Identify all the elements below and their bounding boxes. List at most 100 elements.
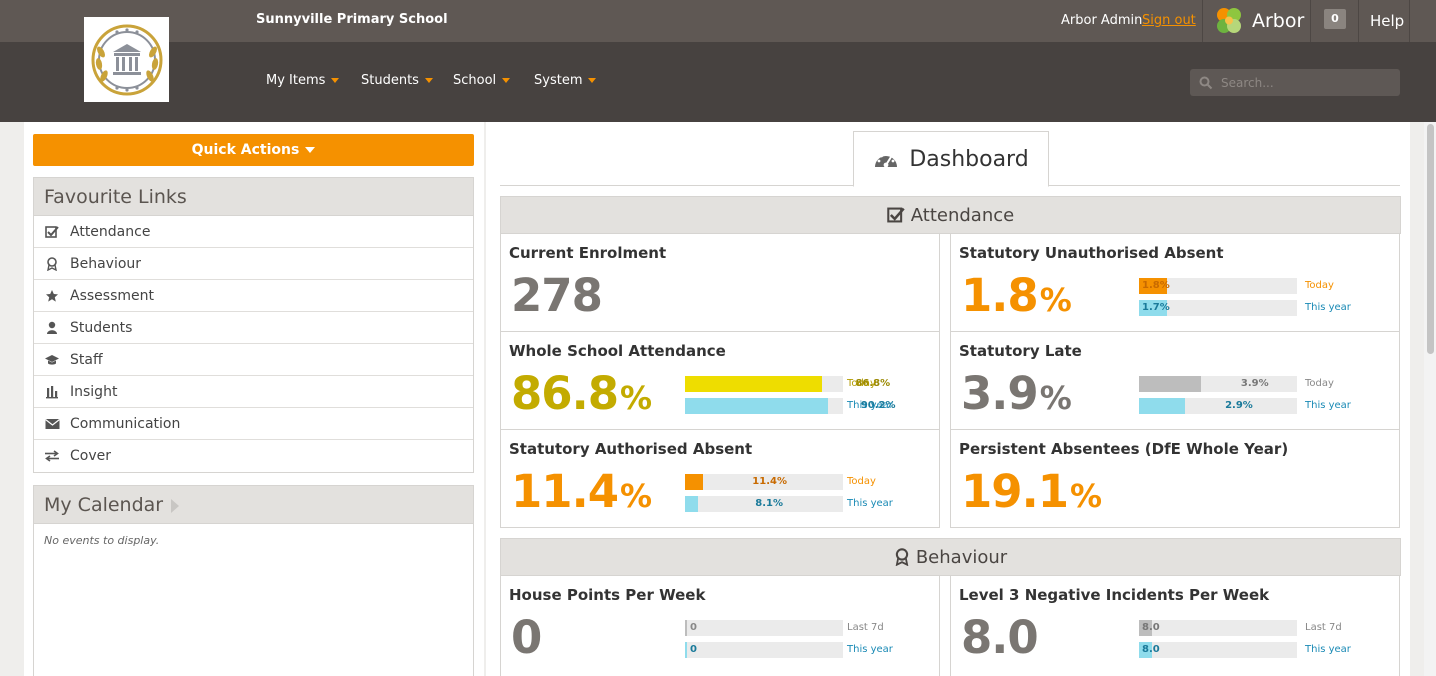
behaviour-section-header: Behaviour xyxy=(500,538,1401,576)
my-calendar-title: My Calendar xyxy=(44,493,164,516)
favourite-link-students[interactable]: Students xyxy=(34,312,473,344)
favourite-links-title: Favourite Links xyxy=(34,178,473,216)
card-house-points[interactable]: House Points Per Week 0 0 Last 7d 0 This… xyxy=(500,575,940,676)
my-calendar-header[interactable]: My Calendar xyxy=(34,486,473,524)
nav-students[interactable]: Students xyxy=(361,73,433,88)
card-value: 19.1% xyxy=(961,464,1102,524)
notification-badge[interactable]: 0 xyxy=(1324,9,1346,29)
arbor-brand-name: Arbor xyxy=(1252,10,1305,32)
quick-actions-button[interactable]: Quick Actions xyxy=(33,134,474,166)
check-square-icon xyxy=(887,207,905,223)
exchange-icon xyxy=(44,450,60,462)
bar-track xyxy=(685,474,843,490)
search-input[interactable] xyxy=(1221,75,1391,90)
card-current-enrolment[interactable]: Current Enrolment 278 xyxy=(500,233,940,332)
value-number: 19.1 xyxy=(961,465,1069,518)
comparison-bars: 8.0 Last 7d 8.0 This year xyxy=(1139,620,1369,664)
user-name: Arbor Admin xyxy=(1061,13,1143,28)
bar-track xyxy=(1139,300,1297,316)
top-bar xyxy=(0,0,1436,42)
calendar-empty-message: No events to display. xyxy=(44,534,160,547)
card-title: Level 3 Negative Incidents Per Week xyxy=(959,586,1270,604)
bar-fill xyxy=(1139,398,1185,414)
nav-label: System xyxy=(534,73,583,88)
value-number: 278 xyxy=(511,269,603,322)
bar-label: This year xyxy=(847,498,893,509)
bar-fill xyxy=(1139,278,1168,294)
favourite-link-label: Communication xyxy=(70,415,181,432)
bar-track xyxy=(685,642,843,658)
dashboard-gauge-icon xyxy=(875,152,898,168)
card-level-3-negative-incidents[interactable]: Level 3 Negative Incidents Per Week 8.0 … xyxy=(950,575,1400,676)
bar-label: Last 7d xyxy=(847,622,884,633)
bar-fill xyxy=(1139,376,1201,392)
favourite-link-insight[interactable]: Insight xyxy=(34,376,473,408)
chevron-down-icon xyxy=(502,78,511,83)
divider xyxy=(1358,0,1359,42)
bar-this-year: 8.0 This year xyxy=(1139,642,1369,658)
card-title: Whole School Attendance xyxy=(509,342,726,360)
card-statutory-unauthorised-absent[interactable]: Statutory Unauthorised Absent 1.8% 1.8% … xyxy=(950,233,1400,332)
bar-fill xyxy=(685,474,703,490)
school-logo[interactable] xyxy=(84,17,169,102)
bar-fill xyxy=(1139,620,1152,636)
card-value: 278 xyxy=(511,268,603,324)
card-statutory-authorised-absent[interactable]: Statutory Authorised Absent 11.4% 11.4% … xyxy=(500,429,940,528)
divider xyxy=(1310,0,1311,42)
bar-this-year: 90.2% This year xyxy=(685,398,915,414)
card-statutory-late[interactable]: Statutory Late 3.9% 3.9% Today 2.9% This… xyxy=(950,331,1400,430)
value-unit: % xyxy=(620,477,652,515)
chevron-down-icon xyxy=(424,78,433,83)
value-number: 8.0 xyxy=(961,611,1039,664)
card-persistent-absentees[interactable]: Persistent Absentees (DfE Whole Year) 19… xyxy=(950,429,1400,528)
favourite-link-attendance[interactable]: Attendance xyxy=(34,216,473,248)
bar-this-year: 2.9% This year xyxy=(1139,398,1369,414)
bar-fill xyxy=(1139,300,1167,316)
value-number: 11.4 xyxy=(511,465,619,518)
bar-label: Today xyxy=(847,476,876,487)
card-whole-school-attendance[interactable]: Whole School Attendance 86.8% 86.8% Toda… xyxy=(500,331,940,430)
bar-today: 11.4% Today xyxy=(685,474,915,490)
nav-school[interactable]: School xyxy=(453,73,511,88)
help-link[interactable]: Help xyxy=(1370,12,1405,30)
favourite-links-panel: Favourite Links Attendance Behaviour Ass… xyxy=(33,177,474,473)
favourite-link-label: Behaviour xyxy=(70,255,142,272)
sign-out-link[interactable]: Sign out xyxy=(1142,13,1196,28)
bar-last-7d: 8.0 Last 7d xyxy=(1139,620,1369,636)
favourite-link-behaviour[interactable]: Behaviour xyxy=(34,248,473,280)
bar-label: Last 7d xyxy=(1305,622,1342,633)
bar-chart-icon xyxy=(44,385,60,399)
card-title: Persistent Absentees (DfE Whole Year) xyxy=(959,440,1289,458)
favourite-link-cover[interactable]: Cover xyxy=(34,440,473,472)
nav-system[interactable]: System xyxy=(534,73,597,88)
card-title: Statutory Unauthorised Absent xyxy=(959,244,1224,262)
comparison-bars: 1.8% Today 1.7% This year xyxy=(1139,278,1369,322)
bar-value: 0 xyxy=(690,644,697,655)
favourite-link-label: Insight xyxy=(70,383,118,400)
bar-value: 11.4% xyxy=(752,476,787,487)
search-box xyxy=(1190,69,1400,96)
school-crest-icon xyxy=(91,24,162,95)
arbor-brand[interactable]: Arbor xyxy=(1212,4,1304,38)
scrollbar-thumb[interactable] xyxy=(1427,124,1434,354)
bar-fill xyxy=(685,496,698,512)
value-unit: % xyxy=(620,379,652,417)
favourite-link-communication[interactable]: Communication xyxy=(34,408,473,440)
user-icon xyxy=(44,321,60,335)
mortarboard-icon xyxy=(44,354,60,366)
tab-dashboard[interactable]: Dashboard xyxy=(853,131,1049,187)
bar-label: This year xyxy=(1305,644,1351,655)
nav-my-items[interactable]: My Items xyxy=(266,73,340,88)
value-number: 0 xyxy=(511,611,542,664)
bar-track xyxy=(1139,642,1297,658)
bar-value: 8.0 xyxy=(1142,622,1160,633)
star-icon xyxy=(44,289,60,303)
value-number: 3.9 xyxy=(961,367,1039,420)
favourite-link-label: Attendance xyxy=(70,223,151,240)
award-icon xyxy=(44,256,60,271)
divider xyxy=(1202,0,1203,42)
bar-today: 3.9% Today xyxy=(1139,376,1369,392)
bar-fill xyxy=(685,642,687,658)
favourite-link-staff[interactable]: Staff xyxy=(34,344,473,376)
favourite-link-assessment[interactable]: Assessment xyxy=(34,280,473,312)
